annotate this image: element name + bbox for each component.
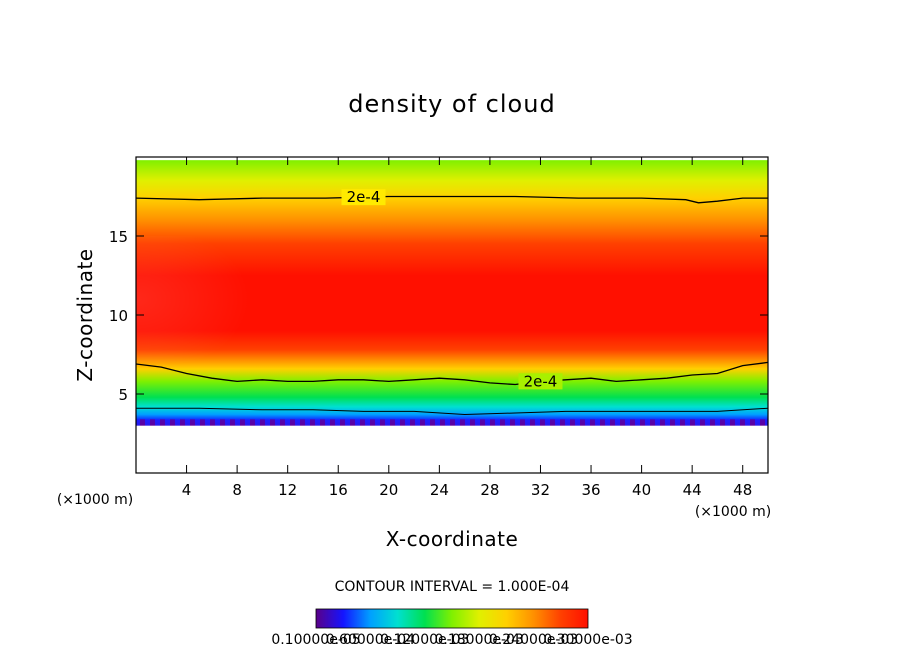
x-tick-label: 48: [733, 481, 752, 499]
x-tick-label: 4: [182, 481, 192, 499]
contour-line-base: [136, 407, 768, 416]
colorbar-label: 0.24000e-03: [489, 632, 578, 648]
x-tick-label: 44: [683, 481, 702, 499]
contour-label-upper: 2e-4: [347, 188, 381, 206]
x-axis-unit: (×1000 m): [695, 504, 771, 520]
contour-line-upper: [136, 195, 768, 204]
x-tick-label: 40: [632, 481, 651, 499]
x-axis-label: X-coordinate: [386, 527, 519, 551]
colorbar: [315, 608, 589, 629]
contour-interval-label: CONTOUR INTERVAL = 1.000E-04: [335, 579, 570, 595]
colorbar-labels: 0.10000e-050.60000e-040.12000e-030.18000…: [271, 632, 632, 648]
colorbar-label: 0.60000e-04: [326, 632, 415, 648]
colorbar-label: 0.12000e-03: [380, 632, 469, 648]
contour-line-lower: [136, 361, 768, 386]
colorbar-label: 0.30000e-03: [543, 632, 632, 648]
x-tick-label: 12: [278, 481, 297, 499]
y-tick-label: 5: [118, 386, 128, 404]
contour-label-lower: 2e-4: [524, 372, 558, 390]
x-tick-label: 24: [430, 481, 449, 499]
y-tick-label: 15: [109, 228, 128, 246]
y-axis-unit: (×1000 m): [57, 492, 133, 508]
x-axis-ticks: 4 8 12 16 20 24 28 32 36 40 44 48: [182, 157, 752, 499]
y-axis-label: Z-coordinate: [73, 248, 97, 381]
y-axis-ticks: 5 10 15: [109, 228, 768, 404]
colorbar-label: 0.18000e-03: [435, 632, 524, 648]
x-tick-label: 28: [480, 481, 499, 499]
x-tick-label: 32: [531, 481, 550, 499]
x-tick-label: 8: [232, 481, 242, 499]
contour-label-background-upper: [341, 189, 386, 206]
colorbar-label: 0.10000e-05: [271, 632, 360, 648]
y-tick-label: 10: [109, 307, 128, 325]
plot-area: [136, 160, 768, 426]
contour-label-background-lower: [518, 373, 563, 390]
heatmap-left-edge-shading: [136, 236, 326, 363]
x-tick-label: 36: [581, 481, 600, 499]
chart-title: density of cloud: [348, 90, 555, 118]
x-tick-label: 16: [329, 481, 348, 499]
heatmap-cloud-base-band: [136, 419, 768, 426]
x-tick-label: 20: [379, 481, 398, 499]
